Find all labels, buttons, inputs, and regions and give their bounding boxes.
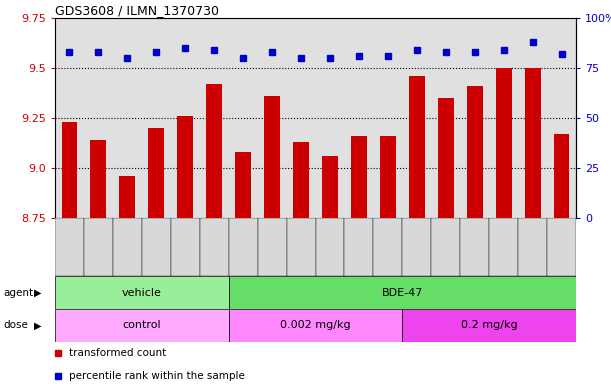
- Bar: [148, 128, 164, 218]
- Text: ▶: ▶: [34, 321, 41, 331]
- Text: agent: agent: [3, 288, 33, 298]
- Bar: [518, 218, 547, 276]
- Bar: [345, 218, 373, 276]
- Bar: [547, 218, 576, 276]
- Bar: [229, 309, 402, 342]
- Text: vehicle: vehicle: [122, 288, 162, 298]
- Bar: [84, 218, 113, 276]
- Bar: [554, 134, 569, 218]
- Bar: [467, 86, 483, 218]
- Text: BDE-47: BDE-47: [382, 288, 423, 298]
- Bar: [55, 276, 229, 309]
- Bar: [55, 309, 229, 342]
- Bar: [229, 276, 576, 309]
- Bar: [142, 218, 171, 276]
- Bar: [235, 152, 251, 218]
- Bar: [119, 176, 135, 218]
- Bar: [431, 218, 460, 276]
- Bar: [55, 218, 84, 276]
- Text: control: control: [123, 321, 161, 331]
- Bar: [438, 98, 454, 218]
- Bar: [229, 218, 258, 276]
- Text: transformed count: transformed count: [69, 348, 166, 358]
- Bar: [171, 218, 200, 276]
- Text: 0.2 mg/kg: 0.2 mg/kg: [461, 321, 518, 331]
- Bar: [322, 156, 338, 218]
- Bar: [380, 136, 396, 218]
- Bar: [496, 68, 511, 218]
- Bar: [525, 68, 541, 218]
- Bar: [90, 140, 106, 218]
- Bar: [177, 116, 193, 218]
- Text: 0.002 mg/kg: 0.002 mg/kg: [280, 321, 351, 331]
- Bar: [200, 218, 229, 276]
- Text: percentile rank within the sample: percentile rank within the sample: [69, 371, 245, 381]
- Bar: [460, 218, 489, 276]
- Bar: [293, 142, 309, 218]
- Bar: [207, 84, 222, 218]
- Bar: [62, 122, 78, 218]
- Bar: [264, 96, 280, 218]
- Bar: [402, 218, 431, 276]
- Bar: [409, 76, 425, 218]
- Bar: [113, 218, 142, 276]
- Bar: [373, 218, 402, 276]
- Bar: [489, 218, 518, 276]
- Bar: [351, 136, 367, 218]
- Text: GDS3608 / ILMN_1370730: GDS3608 / ILMN_1370730: [55, 4, 219, 17]
- Bar: [315, 218, 345, 276]
- Bar: [402, 309, 576, 342]
- Text: dose: dose: [3, 321, 28, 331]
- Text: ▶: ▶: [34, 288, 41, 298]
- Bar: [287, 218, 315, 276]
- Bar: [258, 218, 287, 276]
